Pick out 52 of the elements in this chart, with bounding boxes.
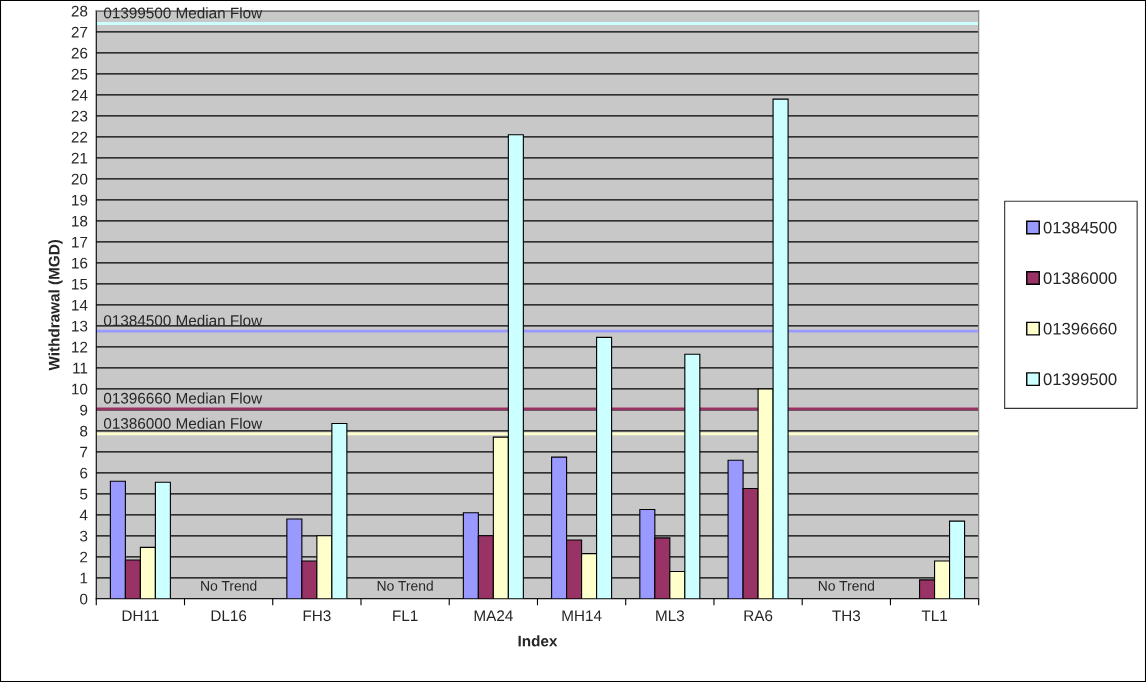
y-tick-label: 25 (71, 68, 88, 80)
y-tick-label: 15 (72, 278, 88, 290)
ref-line-label: 01386000 Median Flow (103, 417, 263, 429)
y-tick-label: 4 (79, 509, 88, 521)
x-tick-label: TH3 (832, 610, 861, 622)
y-tick-label: 2 (80, 551, 88, 563)
y-tick-label: 19 (72, 194, 88, 206)
annotation: No Trend (818, 580, 874, 591)
x-tick-label: MH14 (562, 610, 602, 621)
y-tick-label: 26 (71, 47, 88, 59)
x-tick-label: TL1 (921, 610, 947, 621)
y-tick-label: 21 (71, 152, 88, 164)
x-tick-label: RA6 (744, 610, 773, 622)
x-tick-label: MA24 (474, 610, 513, 621)
y-tick-label: 14 (72, 299, 88, 311)
y-tick-label: 6 (80, 467, 88, 479)
x-axis-title: Index (518, 635, 558, 647)
y-tick-label: 27 (71, 26, 88, 38)
x-tick-label: DL16 (211, 610, 247, 622)
y-axis-title: Withdrawal (MGD) (48, 239, 63, 371)
y-tick-label: 23 (71, 110, 88, 122)
ref-line-label: 01384500 Median Flow (103, 314, 263, 326)
y-tick-label: 20 (71, 173, 88, 185)
y-tick-label: 18 (72, 215, 88, 227)
x-tick-label: ML3 (656, 610, 685, 622)
y-tick-label: 10 (72, 383, 88, 395)
annotation: No Trend (201, 580, 257, 591)
y-tick-label: 22 (71, 131, 88, 143)
x-tick-label: DH11 (122, 610, 159, 621)
annotation: No Trend (377, 580, 433, 591)
legend-label: 01384500 (1043, 221, 1117, 234)
ref-line-label: 01399500 Median Flow (103, 7, 263, 19)
x-tick-label: FL1 (393, 610, 418, 621)
y-tick-label: 8 (80, 425, 88, 437)
y-tick-label: 24 (71, 89, 88, 101)
y-tick-label: 12 (72, 341, 88, 353)
y-tick-label: 7 (80, 446, 88, 458)
y-tick-label: 3 (80, 530, 88, 542)
y-tick-label: 11 (73, 362, 88, 374)
y-tick-label: 9 (80, 404, 88, 416)
ref-line-label: 01396660 Median Flow (103, 392, 263, 404)
y-tick-label: 13 (72, 320, 88, 332)
x-tick-label: FH3 (303, 610, 331, 622)
legend-label: 01399500 (1043, 373, 1117, 386)
y-tick-label: 16 (72, 257, 88, 269)
legend-label: 01386000 (1043, 272, 1117, 285)
y-tick-label: 1 (80, 572, 88, 584)
y-tick-label: 17 (72, 236, 88, 248)
y-tick-label: 28 (71, 5, 88, 17)
y-tick-label: 0 (80, 593, 88, 605)
legend-label: 01396660 (1043, 322, 1117, 335)
y-tick-label: 5 (80, 488, 88, 500)
